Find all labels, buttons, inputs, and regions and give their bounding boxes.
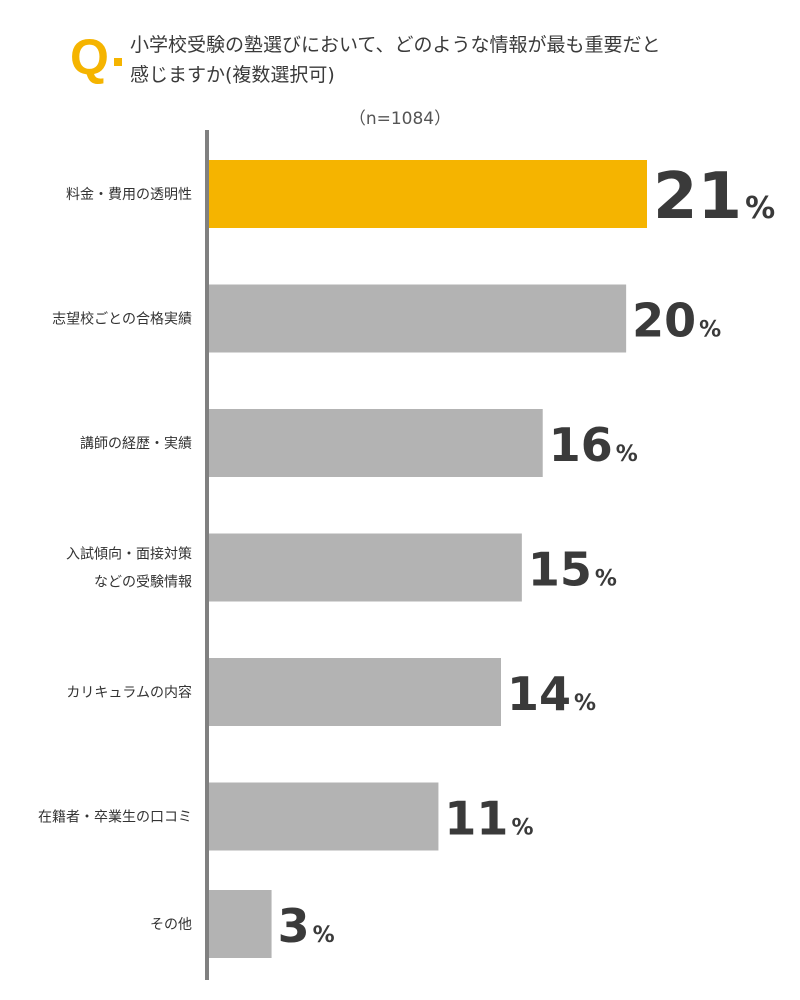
question-line-1: 小学校受験の塾選びにおいて、どのような情報が最も重要だと bbox=[130, 34, 661, 56]
value-number-3: 16 bbox=[549, 418, 613, 472]
category-label-5: カリキュラムの内容 bbox=[66, 684, 192, 701]
bar-4 bbox=[209, 533, 522, 602]
category-label-4-line-2: などの受験情報 bbox=[94, 575, 192, 591]
bar-6 bbox=[209, 782, 439, 851]
value-number-5: 14 bbox=[507, 667, 571, 721]
bar-7 bbox=[209, 890, 272, 958]
value-label-4: 15% bbox=[528, 543, 617, 597]
bar-2 bbox=[209, 284, 627, 353]
value-unit-6: % bbox=[511, 816, 533, 841]
value-label-3: 16% bbox=[549, 418, 638, 472]
value-label-5: 14% bbox=[507, 667, 596, 721]
value-number-6: 11 bbox=[444, 792, 508, 846]
bar-3 bbox=[209, 409, 543, 477]
category-label-3: 講師の経歴・実績 bbox=[80, 436, 192, 452]
value-unit-7: % bbox=[313, 923, 335, 948]
value-unit-2: % bbox=[699, 318, 721, 343]
value-label-7: 3% bbox=[278, 899, 335, 953]
value-label-1: 21% bbox=[653, 160, 775, 234]
value-number-7: 3 bbox=[278, 899, 310, 953]
value-label-2: 20% bbox=[632, 294, 721, 348]
bar-5 bbox=[209, 658, 501, 726]
value-unit-1: % bbox=[745, 191, 775, 226]
sample-size: （n=1084） bbox=[348, 109, 452, 129]
category-label-7: その他 bbox=[150, 917, 192, 933]
bar-1 bbox=[209, 160, 647, 228]
value-unit-5: % bbox=[574, 691, 596, 716]
value-number-1: 21 bbox=[653, 160, 742, 234]
q-mark: Q bbox=[70, 29, 109, 85]
value-number-4: 15 bbox=[528, 543, 592, 597]
category-label-1: 料金・費用の透明性 bbox=[66, 187, 192, 203]
value-number-2: 20 bbox=[632, 294, 696, 348]
category-label-6: 在籍者・卒業生の口コミ bbox=[38, 809, 192, 826]
q-dot-decoration bbox=[114, 58, 122, 66]
question-title: 小学校受験の塾選びにおいて、どのような情報が最も重要だと 感じますか(複数選択可… bbox=[130, 30, 770, 90]
question-line-2: 感じますか(複数選択可) bbox=[130, 64, 335, 86]
value-unit-3: % bbox=[616, 442, 638, 467]
value-label-6: 11% bbox=[444, 792, 533, 846]
value-unit-4: % bbox=[595, 567, 617, 592]
category-label-4-line-1: 入試傾向・面接対策 bbox=[66, 546, 192, 563]
category-label-2: 志望校ごとの合格実績 bbox=[52, 311, 192, 328]
